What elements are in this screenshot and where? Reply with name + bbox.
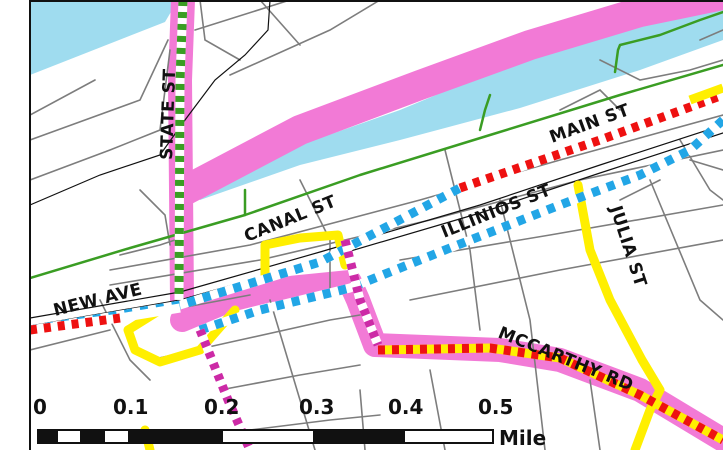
street-segment [679,139,723,201]
scale-tick-label: 0.4 [388,395,423,419]
street-segment [589,379,601,450]
street-segment [30,329,111,351]
route-main-st-east [688,83,723,105]
street-segment [199,0,241,61]
scale-segment-black [128,430,223,443]
railroad-line [30,0,271,206]
street-segment [194,0,291,31]
scale-tick-label: 0.2 [204,395,239,419]
route-main-st-dash-a [30,184,463,335]
railroad-line [30,124,723,319]
street-segment [30,49,171,181]
route-illinois-st-dash [198,116,723,335]
street-segment [559,89,621,111]
scale-segment-black [38,430,58,443]
street-segment [30,39,169,141]
river-main [185,0,723,200]
street-segment [259,0,301,46]
route-new-ave-dash [30,313,121,335]
street-segment [649,179,723,321]
highlight-river-corridor [171,0,723,205]
route-connector-dash [340,238,383,347]
scale-tick-label: 0.3 [299,395,334,419]
route-canal-st [260,230,350,280]
scale-tick-label: 0 [33,395,47,419]
river [30,0,723,200]
street-segment [249,414,381,431]
trail-segment [478,93,492,132]
trail-segment [613,10,723,74]
street-segment [689,159,723,171]
street-segment [699,29,723,41]
label-state-st: STATE ST [157,68,180,160]
street-segment [219,364,361,391]
scale-tick-label: 0.5 [478,395,513,419]
scale-segment-black [313,430,405,443]
trail-segment [30,63,723,280]
street-segment [229,0,381,76]
street-segment [599,59,723,81]
scale-segment-black [80,430,105,443]
street-segment [444,149,481,331]
street-segment [139,189,171,246]
bike-routes-dashed [30,0,723,450]
route-mccarthy-rd-dash [377,343,723,444]
scale-bar: 0 0.1 0.2 0.3 0.4 0.5 Mile [33,395,546,450]
scale-bar-outline [37,429,494,444]
street-segment [499,199,546,450]
street-segment [619,179,661,201]
map-frame [29,0,723,450]
railroad-network [30,0,723,327]
railroad-line [30,132,723,327]
street-segment [409,239,723,301]
scale-unit-label: Mile [499,426,546,450]
street-segment [30,79,96,116]
scale-tick-label: 0.1 [113,395,148,419]
trail-network [30,10,723,280]
route-state-st-dash [174,0,188,301]
route-julia-st [573,180,665,450]
river-upper [30,0,178,75]
street-segment [109,114,723,271]
